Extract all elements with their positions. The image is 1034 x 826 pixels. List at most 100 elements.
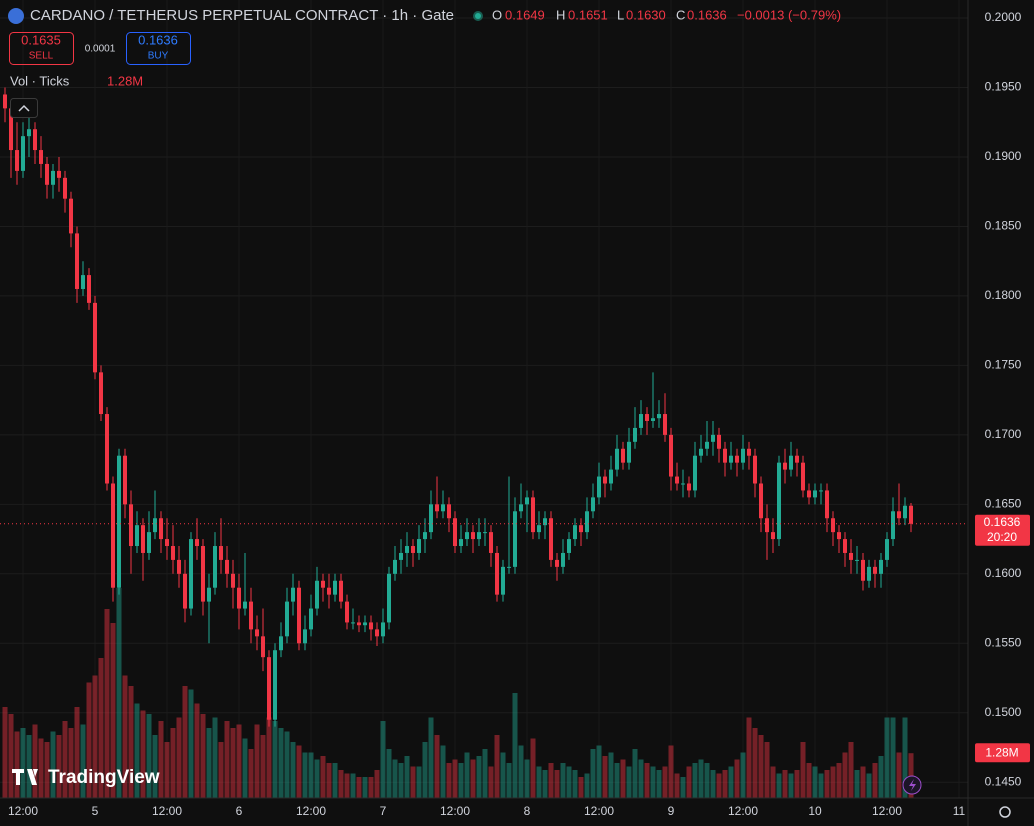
candle-body — [99, 372, 103, 415]
candle-body — [63, 177, 67, 199]
volume-bar — [650, 766, 656, 798]
volume-bar — [848, 742, 854, 798]
volume-bar — [668, 745, 674, 798]
volume-bar — [176, 717, 182, 798]
candle-body — [363, 622, 367, 626]
buy-button[interactable] — [126, 32, 191, 65]
candle-body — [567, 539, 571, 553]
grid — [0, 0, 968, 798]
candle-body — [849, 552, 853, 560]
x-tick-label: 7 — [380, 804, 387, 818]
candle-body — [219, 546, 223, 560]
candle-body — [645, 414, 649, 421]
candle-body — [549, 518, 553, 560]
candle-body — [831, 518, 835, 533]
candle-body — [753, 455, 757, 484]
candle-body — [825, 490, 829, 519]
candle-body — [465, 532, 469, 540]
candle-body — [561, 552, 565, 567]
volume-bar — [716, 773, 722, 798]
x-tick-label: 12:00 — [152, 804, 182, 818]
candle-body — [297, 587, 301, 644]
volume-bar — [320, 756, 326, 798]
volume-bar — [890, 717, 896, 798]
candle-body — [717, 434, 721, 449]
volume-bar — [86, 682, 92, 798]
volume-bar — [794, 770, 800, 798]
y-tick-label: 0.1750 — [985, 358, 1022, 372]
candle-body — [729, 455, 733, 463]
x-tick-label: 8 — [524, 804, 531, 818]
volume-bar — [500, 752, 506, 798]
settings-button[interactable] — [999, 806, 1011, 818]
volume-bar — [536, 766, 542, 798]
volume-bar — [722, 770, 728, 798]
volume-bar — [752, 728, 758, 798]
y-tick-label: 0.1700 — [985, 427, 1022, 441]
volume-bar — [242, 738, 248, 798]
sell-button[interactable] — [9, 32, 74, 65]
y-tick-label: 0.1500 — [985, 705, 1022, 719]
volume-bar — [404, 756, 410, 798]
candle-body — [879, 559, 883, 574]
candle-body — [633, 427, 637, 442]
candle-body — [615, 448, 619, 470]
candle-body — [15, 150, 19, 171]
volume-bar — [260, 735, 266, 798]
candle-body — [603, 476, 607, 484]
candle-body — [267, 657, 271, 720]
volume-bar — [392, 759, 398, 798]
candle-body — [141, 525, 145, 553]
candle-body — [201, 546, 205, 602]
volume-bar — [620, 759, 626, 798]
candle-body — [543, 518, 547, 526]
volume-bar — [824, 770, 830, 798]
x-tick-label: 6 — [236, 804, 243, 818]
volume-bar — [860, 766, 866, 798]
volume-bar — [350, 773, 356, 798]
volume-pane — [2, 588, 914, 798]
legend-value: 0.1630 — [626, 7, 666, 22]
candle-body — [183, 573, 187, 609]
candle-body — [525, 497, 529, 505]
volume-bar — [140, 710, 146, 798]
buy-price: 0.1636 — [138, 32, 178, 47]
candle-body — [9, 108, 13, 151]
logo-mark — [12, 769, 38, 785]
candle-body — [147, 532, 151, 553]
sell-price: 0.1635 — [21, 32, 61, 47]
candle-body — [819, 490, 823, 492]
volume-bar — [302, 752, 308, 798]
candle-body — [375, 629, 379, 637]
volume-bar — [740, 752, 746, 798]
candle-body — [477, 532, 481, 540]
volume-bar — [782, 770, 788, 798]
y-tick-label: 0.1600 — [985, 566, 1022, 580]
y-tick-label: 0.1900 — [985, 149, 1022, 163]
volume-bar — [80, 724, 86, 798]
candle-body — [357, 622, 361, 626]
candle-body — [3, 94, 7, 109]
legend-value: 0.1649 — [505, 7, 545, 22]
candle-body — [741, 448, 745, 463]
volume-bar — [314, 759, 320, 798]
candle-body — [483, 532, 487, 534]
candle-body — [537, 525, 541, 533]
volume-bar — [902, 717, 908, 798]
legend-key: C — [676, 7, 685, 22]
candle-body — [411, 546, 415, 553]
volume-bar — [44, 742, 50, 798]
volume-bar — [524, 759, 530, 798]
candle-body — [27, 129, 31, 137]
volume-bar — [512, 693, 518, 798]
volume-bar — [506, 763, 512, 798]
volume-bar — [326, 763, 332, 798]
candle-body — [765, 518, 769, 533]
volume-bar — [578, 777, 584, 798]
candle-body — [381, 622, 385, 637]
candle-body — [123, 455, 127, 505]
price-badge — [975, 514, 1030, 546]
volume-bar — [254, 724, 260, 798]
collapse-button[interactable] — [10, 98, 38, 118]
volume-bar — [698, 759, 704, 798]
